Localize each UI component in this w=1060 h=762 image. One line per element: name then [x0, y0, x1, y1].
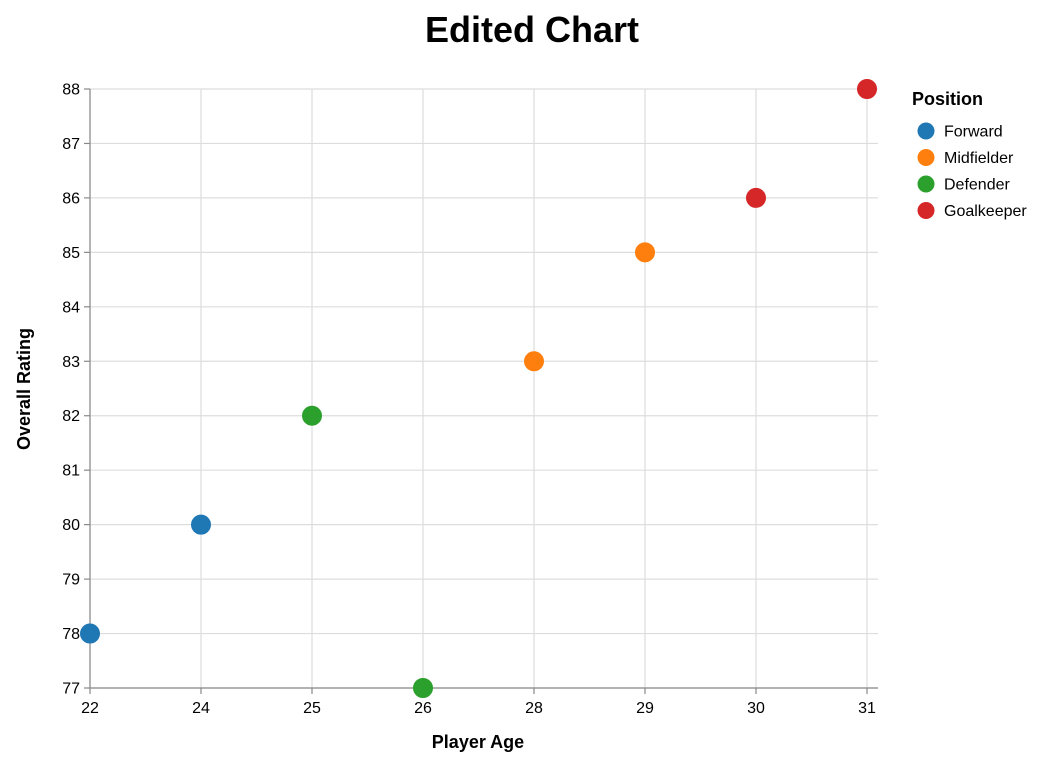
legend-symbol-midfielder [917, 149, 935, 166]
data-point-forward [191, 514, 211, 535]
legend-symbol-goalkeeper [917, 202, 935, 219]
x-tick-label: 30 [747, 700, 765, 717]
data-point-defender [302, 405, 322, 426]
data-point-goalkeeper [857, 79, 877, 99]
x-axis-title: Player Age [432, 732, 524, 752]
x-tick-label: 22 [81, 700, 99, 717]
y-tick-label: 87 [62, 136, 80, 153]
legend-title: Position [912, 89, 983, 109]
data-point-midfielder [635, 242, 655, 263]
legend-symbol-forward [917, 122, 935, 140]
y-tick-label: 78 [62, 626, 80, 643]
legend-label-goalkeeper: Goalkeeper [944, 203, 1027, 220]
y-tick-label: 83 [62, 354, 80, 371]
legend-label-midfielder: Midfielder [944, 150, 1014, 167]
data-points [80, 79, 877, 698]
legend-label-defender: Defender [944, 177, 1010, 194]
grid [89, 88, 878, 689]
x-tick-label: 31 [858, 700, 876, 717]
x-tick-label: 24 [192, 700, 210, 717]
y-tick-label: 88 [62, 82, 80, 99]
x-tick-label: 26 [414, 700, 432, 717]
y-tick-label: 86 [62, 190, 80, 207]
data-point-forward [80, 623, 100, 644]
y-tick-label: 79 [62, 572, 80, 589]
y-axis-title: Overall Rating [14, 328, 34, 450]
y-tick-label: 84 [62, 299, 80, 316]
legend-symbol-defender [917, 175, 935, 193]
legend: Position Forward Midfielder Defender Goalke… [912, 89, 1027, 220]
y-tick-label: 81 [62, 463, 80, 480]
chart-title: Edited Chart [425, 9, 639, 50]
legend-label-forward: Forward [944, 124, 1003, 141]
y-tick-label: 77 [62, 681, 80, 698]
y-tick-label: 82 [62, 408, 80, 425]
data-point-defender [413, 678, 433, 698]
data-point-goalkeeper [746, 187, 766, 208]
y-tick-label: 85 [62, 245, 80, 262]
x-tick-label: 29 [636, 700, 654, 717]
data-point-midfielder [524, 351, 544, 372]
y-tick-label: 80 [62, 517, 80, 534]
x-tick-label: 25 [303, 700, 321, 717]
x-tick-label: 28 [525, 700, 543, 717]
